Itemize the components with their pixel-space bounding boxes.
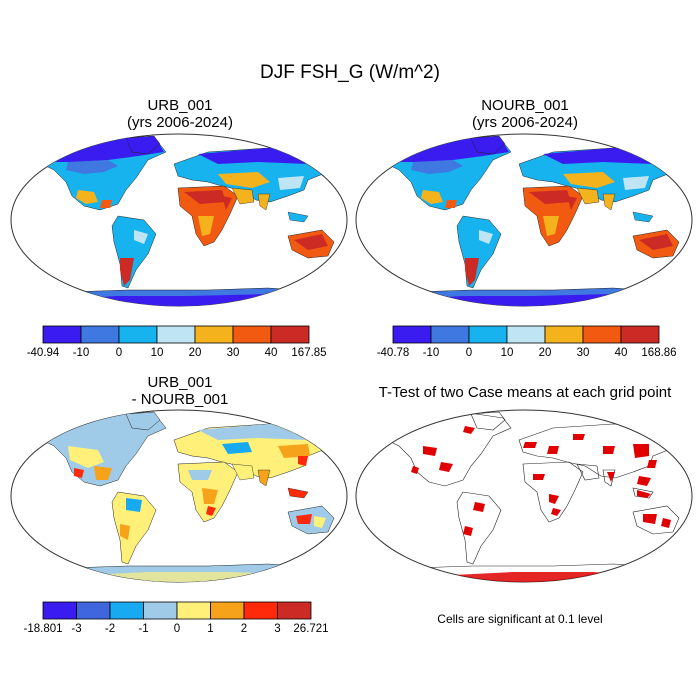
colorbar-swatch: [506, 325, 546, 344]
colorbar-swatch: [42, 601, 77, 620]
panel-2-colorbar: -40.78 -10 0 10 20 30 40 168.86: [377, 325, 677, 359]
colorbar-tick-label: -40.78: [377, 347, 410, 359]
colorbar-tick-label: 0: [466, 347, 472, 359]
greenland: [125, 411, 161, 431]
panel-1-map: [10, 133, 348, 307]
panel-2-title: NOURB_001 (yrs 2006-2024): [355, 97, 695, 131]
panel-1-title-line1: URB_001: [147, 97, 213, 114]
greenland: [125, 135, 161, 155]
colorbar-tick-label: -3: [71, 623, 81, 635]
colorbar-tick-label: 0: [174, 623, 180, 635]
panel-1-title: URB_001 (yrs 2006-2024): [10, 97, 350, 131]
colorbar-swatch: [243, 601, 278, 620]
colorbar-tick-label: 10: [501, 347, 514, 359]
colorbar-tick-label: 168.86: [641, 347, 676, 359]
colorbar-swatch: [156, 325, 196, 344]
colorbar-swatch: [544, 325, 584, 344]
colorbar-tick-label: -2: [105, 623, 115, 635]
figure-title: DJF FSH_G (W/m^2): [260, 62, 440, 83]
panel-2-title-line1: NOURB_001: [481, 97, 569, 114]
colorbar-swatch: [468, 325, 508, 344]
panel-4-map: [355, 409, 693, 583]
greenland: [470, 135, 506, 155]
colorbar-swatch: [118, 325, 158, 344]
south-america-base: [111, 491, 157, 565]
colorbar-tick-label: -18.801: [23, 623, 62, 635]
panel-3-title-line2: - NOURB_001: [131, 391, 229, 408]
panel-4-title: T-Test of two Case means at each grid po…: [355, 384, 695, 401]
panel-2-map: [355, 133, 693, 307]
colorbar-swatch: [620, 325, 660, 344]
colorbar-tick-label: 30: [227, 347, 240, 359]
colorbar-swatch: [143, 601, 178, 620]
colorbar-swatch: [430, 325, 470, 344]
panel-3-map: [10, 409, 348, 583]
colorbar-swatch: [210, 601, 245, 620]
colorbar-swatch: [232, 325, 272, 344]
colorbar-tick-label: 10: [151, 347, 164, 359]
colorbar-tick-label: 2: [241, 623, 247, 635]
colorbar-swatch: [582, 325, 622, 344]
panel-4-title-line1: T-Test of two Case means at each grid po…: [378, 384, 672, 401]
panel-3-colorbar: -18.801 -3 -2 -1 0 1 2 3 26.721: [23, 601, 329, 635]
colorbar-swatch: [270, 325, 310, 344]
colorbar-swatch: [392, 325, 432, 344]
colorbar-tick-label: -10: [73, 347, 90, 359]
colorbar-swatch: [109, 601, 144, 620]
colorbar-tick-label: 26.721: [293, 623, 328, 635]
colorbar-tick-label: 40: [615, 347, 628, 359]
colorbar-swatch: [80, 325, 120, 344]
colorbar-tick-label: -40.94: [27, 347, 60, 359]
colorbar-tick-label: 20: [189, 347, 202, 359]
australia-outline: [632, 505, 680, 535]
panel-3-title-line1: URB_001: [147, 374, 213, 391]
colorbar-tick-label: -10: [423, 347, 440, 359]
colorbar-swatch: [277, 601, 312, 620]
colorbar-tick-label: 20: [539, 347, 552, 359]
panel-1-title-line2: (yrs 2006-2024): [127, 114, 233, 131]
greenland-outline: [470, 411, 506, 431]
panel-3-title: URB_001 - NOURB_001: [10, 374, 350, 408]
colorbar-tick-label: 30: [577, 347, 590, 359]
colorbar-tick-label: 1: [207, 623, 213, 635]
colorbar-swatch: [194, 325, 234, 344]
colorbar-swatch: [42, 325, 82, 344]
colorbar-tick-label: 0: [116, 347, 122, 359]
south-america-outline: [456, 491, 502, 565]
north-america-outline: [386, 411, 512, 487]
colorbar-tick-label: 167.85: [291, 347, 326, 359]
colorbar-swatch: [176, 601, 211, 620]
colorbar-swatch: [76, 601, 111, 620]
significance-note: Cells are significant at 0.1 level: [437, 612, 603, 626]
australia-base: [287, 505, 335, 535]
colorbar-tick-label: -1: [138, 623, 148, 635]
africa-outline: [522, 461, 584, 523]
panel-1-colorbar: -40.94 -10 0 10 20 30 40 167.85: [27, 325, 327, 359]
colorbar-tick-label: 3: [274, 623, 280, 635]
colorbar-tick-label: 40: [265, 347, 278, 359]
panel-2-title-line2: (yrs 2006-2024): [472, 114, 578, 131]
